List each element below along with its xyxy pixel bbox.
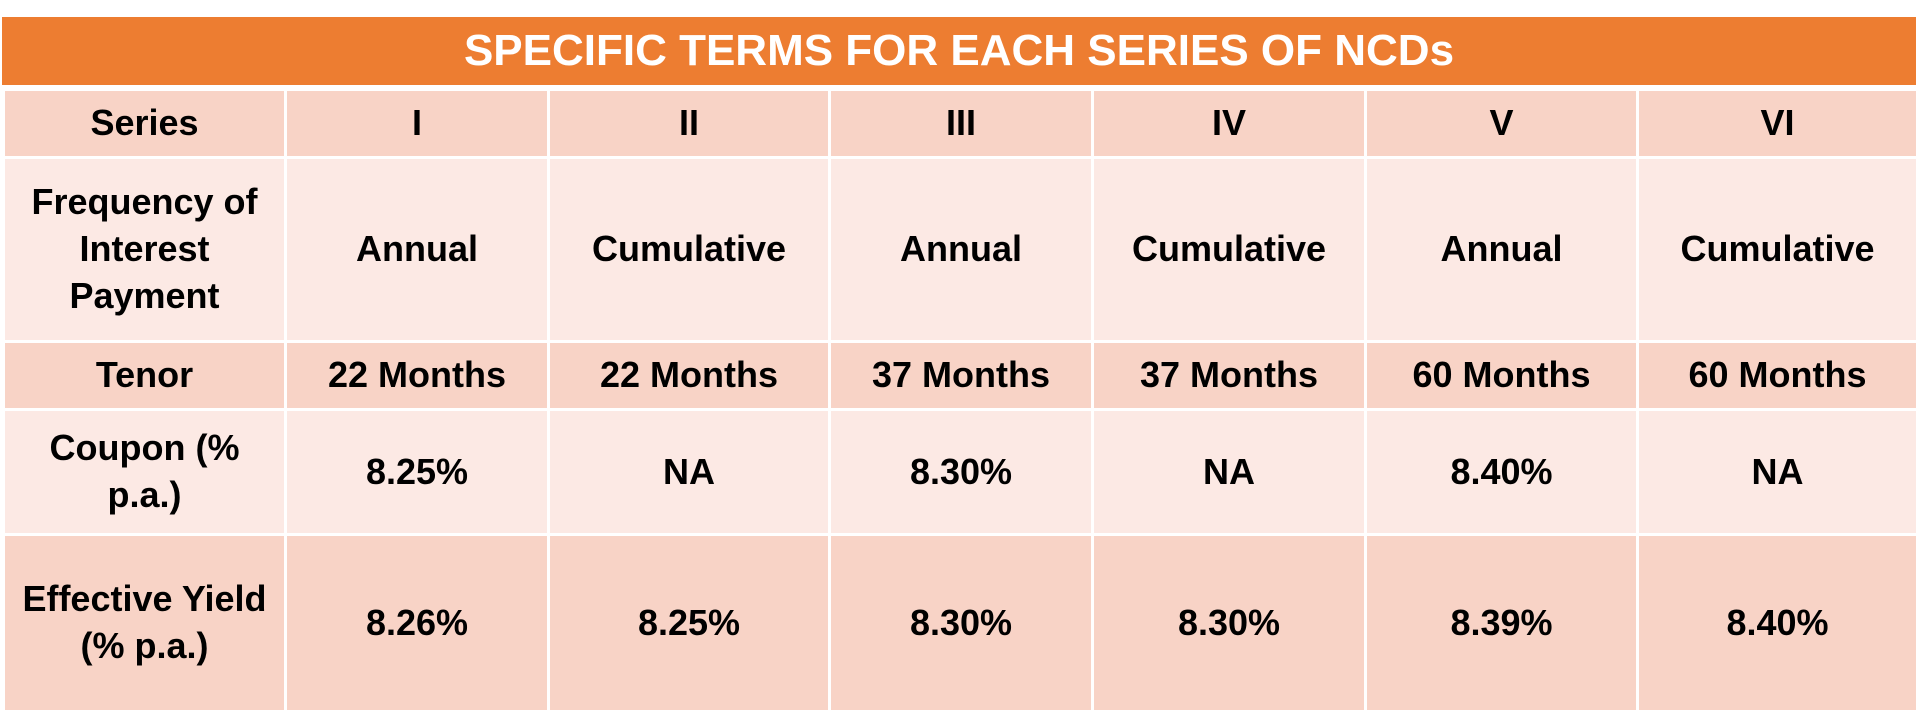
cell: 60 Months bbox=[1364, 340, 1639, 411]
cell: II bbox=[547, 88, 831, 159]
terms-table: Series I II III IV V VI Frequency of Interest P… bbox=[2, 88, 1919, 713]
cell: 8.25% bbox=[284, 408, 550, 536]
cell: I bbox=[284, 88, 550, 159]
table-row: Tenor 22 Months 22 Months 37 Months 37 Month… bbox=[2, 340, 1919, 411]
cell: 60 Months bbox=[1636, 340, 1919, 411]
cell: NA bbox=[1091, 408, 1367, 536]
cell: Cumulative bbox=[1636, 156, 1919, 343]
table-title: SPECIFIC TERMS FOR EACH SERIES OF NCDs bbox=[2, 17, 1916, 88]
table-row: Series I II III IV V VI bbox=[2, 88, 1919, 159]
table-row: Frequency of Interest Payment Annual Cumul… bbox=[2, 156, 1919, 343]
cell: 8.30% bbox=[828, 408, 1094, 536]
table-body: Series I II III IV V VI Frequency of Interest P… bbox=[2, 88, 1919, 713]
row-label: Effective Yield (% p.a.) bbox=[2, 533, 287, 713]
row-label: Series bbox=[2, 88, 287, 159]
cell: Cumulative bbox=[547, 156, 831, 343]
cell: 8.26% bbox=[284, 533, 550, 713]
cell: 22 Months bbox=[284, 340, 550, 411]
cell: V bbox=[1364, 88, 1639, 159]
row-label: Coupon (% p.a.) bbox=[2, 408, 287, 536]
cell: 8.39% bbox=[1364, 533, 1639, 713]
row-label: Frequency of Interest Payment bbox=[2, 156, 287, 343]
cell: Annual bbox=[1364, 156, 1639, 343]
row-label: Tenor bbox=[2, 340, 287, 411]
cell: NA bbox=[1636, 408, 1919, 536]
cell: 37 Months bbox=[828, 340, 1094, 411]
cell: 8.30% bbox=[828, 533, 1094, 713]
cell: 22 Months bbox=[547, 340, 831, 411]
table-row: Coupon (% p.a.) 8.25% NA 8.30% NA 8.40% NA bbox=[2, 408, 1919, 536]
cell: IV bbox=[1091, 88, 1367, 159]
cell: 8.40% bbox=[1364, 408, 1639, 536]
cell: 8.40% bbox=[1636, 533, 1919, 713]
cell: VI bbox=[1636, 88, 1919, 159]
cell: Annual bbox=[828, 156, 1094, 343]
terms-panel: SPECIFIC TERMS FOR EACH SERIES OF NCDs S… bbox=[2, 17, 1919, 713]
cell: Annual bbox=[284, 156, 550, 343]
cell: 37 Months bbox=[1091, 340, 1367, 411]
cell: NA bbox=[547, 408, 831, 536]
table-row: Effective Yield (% p.a.) 8.26% 8.25% 8.30% 8… bbox=[2, 533, 1919, 713]
cell: 8.30% bbox=[1091, 533, 1367, 713]
cell: Cumulative bbox=[1091, 156, 1367, 343]
cell: 8.25% bbox=[547, 533, 831, 713]
cell: III bbox=[828, 88, 1094, 159]
